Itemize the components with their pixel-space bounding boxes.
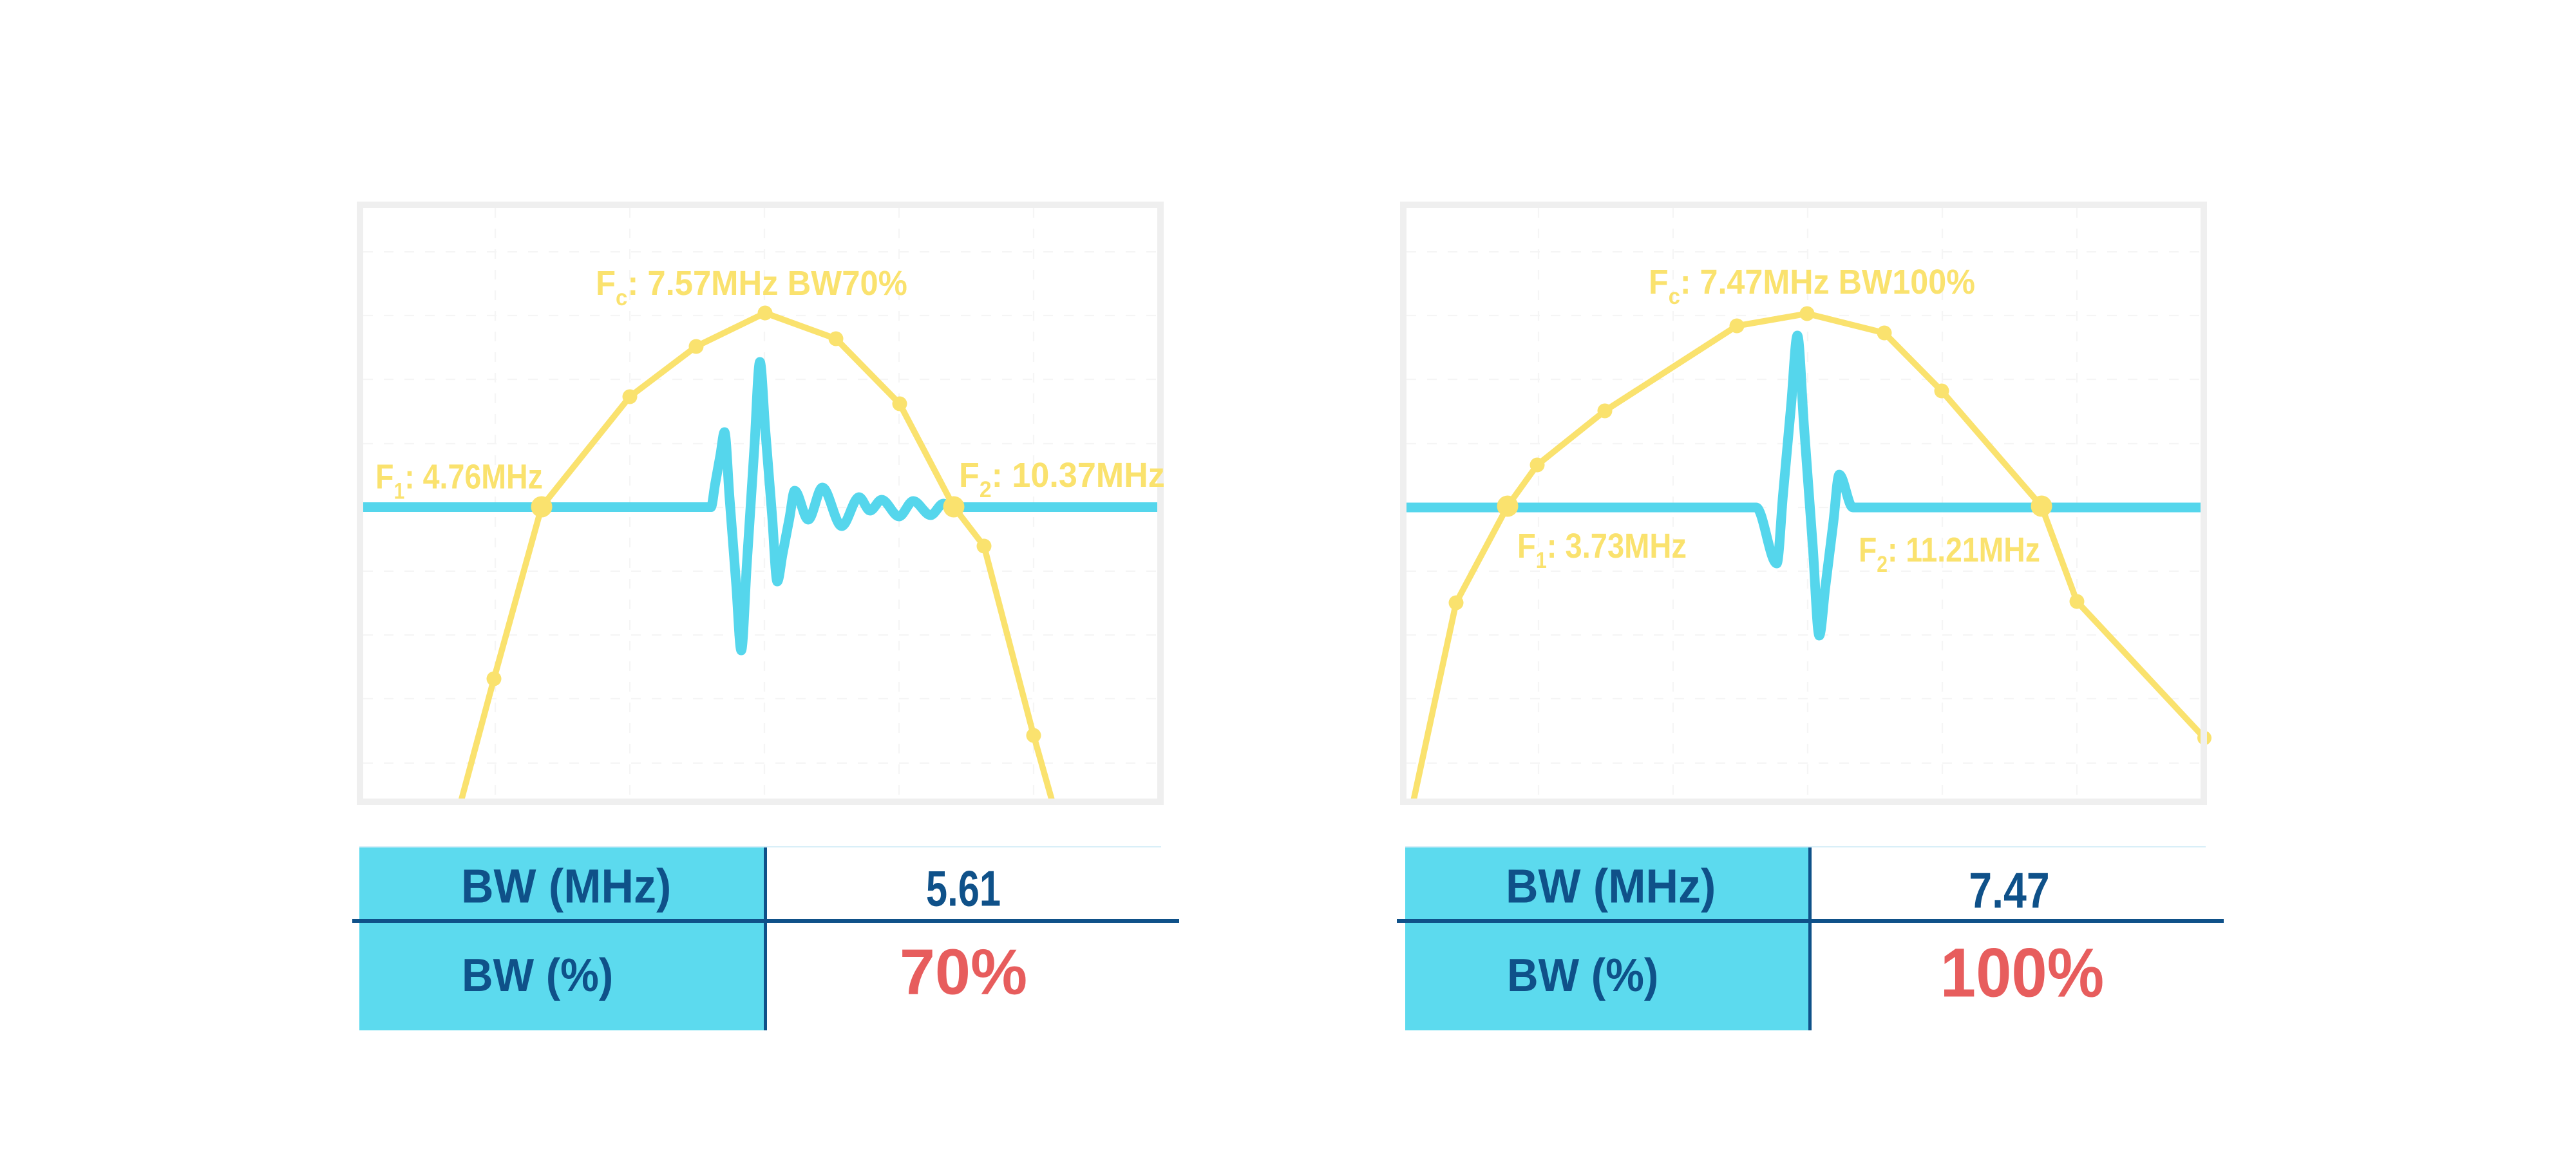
svg-text:F1: 4.76MHz: F1: 4.76MHz [375,457,543,504]
svg-text:F2: 10.37MHz: F2: 10.37MHz [959,456,1165,502]
svg-text:Fc: 7.47MHz BW100%: Fc: 7.47MHz BW100% [1649,263,1975,309]
svg-text:Fc: 7.57MHz BW70%: Fc: 7.57MHz BW70% [596,265,907,311]
svg-text:F1: 3.73MHz: F1: 3.73MHz [1517,526,1687,572]
svg-text:F2: 11.21MHz: F2: 11.21MHz [1859,530,2040,577]
